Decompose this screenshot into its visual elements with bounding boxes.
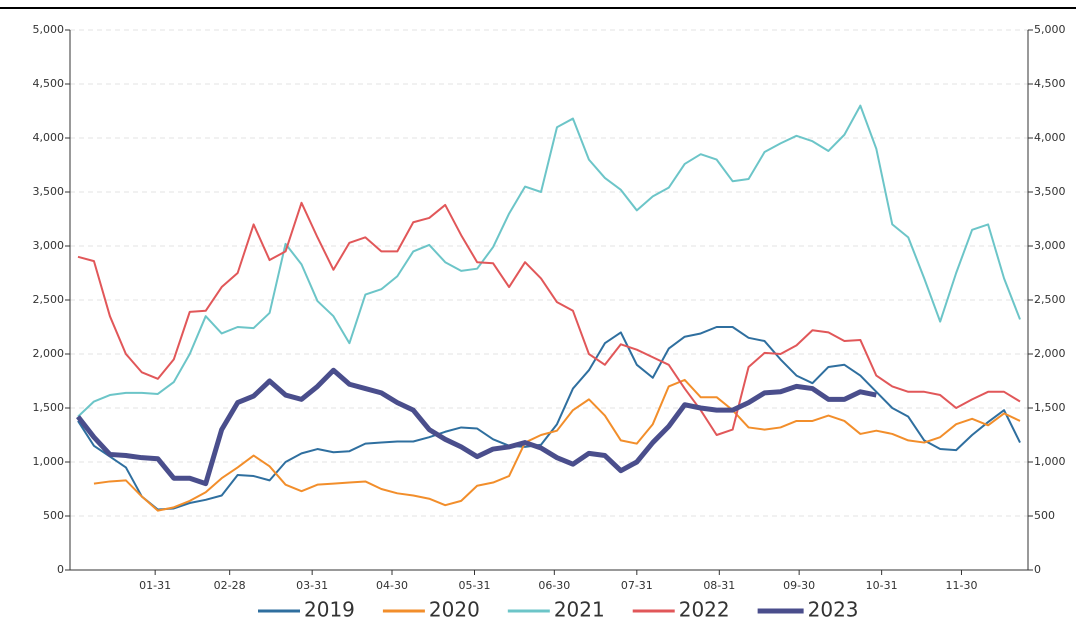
x-tick-label: 06-30	[538, 579, 570, 592]
x-tick-label: 07-31	[621, 579, 653, 592]
legend-label: 2021	[554, 598, 605, 622]
x-tick-label: 08-31	[703, 579, 735, 592]
legend-label: 2023	[808, 598, 859, 622]
x-tick-label: 05-31	[459, 579, 491, 592]
y2-tick-label: 3,500	[1034, 185, 1066, 198]
y2-tick-label: 500	[1034, 509, 1055, 522]
series-line	[76, 367, 877, 487]
y-tick-label: 0	[57, 563, 64, 576]
legend-label: 2022	[679, 598, 730, 622]
y-tick-label: 4,500	[33, 77, 65, 90]
y-tick-label: 500	[43, 509, 64, 522]
y2-tick-label: 3,000	[1034, 239, 1066, 252]
y2-tick-label: 2,000	[1034, 347, 1066, 360]
y-tick-label: 4,000	[33, 131, 65, 144]
y-tick-label: 1,500	[33, 401, 65, 414]
y-tick-label: 5,000	[33, 23, 65, 36]
series-line	[77, 104, 1021, 418]
y-tick-label: 2,000	[33, 347, 65, 360]
y2-tick-label: 1,000	[1034, 455, 1066, 468]
x-tick-label: 02-28	[214, 579, 246, 592]
x-tick-label: 04-30	[376, 579, 408, 592]
series-line	[77, 201, 1021, 436]
legend-label: 2020	[429, 598, 480, 622]
y2-tick-label: 2,500	[1034, 293, 1066, 306]
y-tick-label: 1,000	[33, 455, 65, 468]
x-tick-label: 09-30	[783, 579, 815, 592]
y2-tick-label: 4,500	[1034, 77, 1066, 90]
y2-tick-label: 5,000	[1034, 23, 1066, 36]
legend-label: 2019	[304, 598, 355, 622]
y-tick-label: 3,500	[33, 185, 65, 198]
series-line	[93, 378, 1021, 512]
y2-tick-label: 0	[1034, 563, 1041, 576]
x-tick-label: 11-30	[945, 579, 977, 592]
y2-tick-label: 1,500	[1034, 401, 1066, 414]
x-tick-label: 03-31	[296, 579, 328, 592]
y2-tick-label: 4,000	[1034, 131, 1066, 144]
series-line	[77, 326, 1021, 511]
x-tick-label: 01-31	[139, 579, 171, 592]
y-tick-label: 2,500	[33, 293, 65, 306]
x-tick-label: 10-31	[866, 579, 898, 592]
y-tick-label: 3,000	[33, 239, 65, 252]
